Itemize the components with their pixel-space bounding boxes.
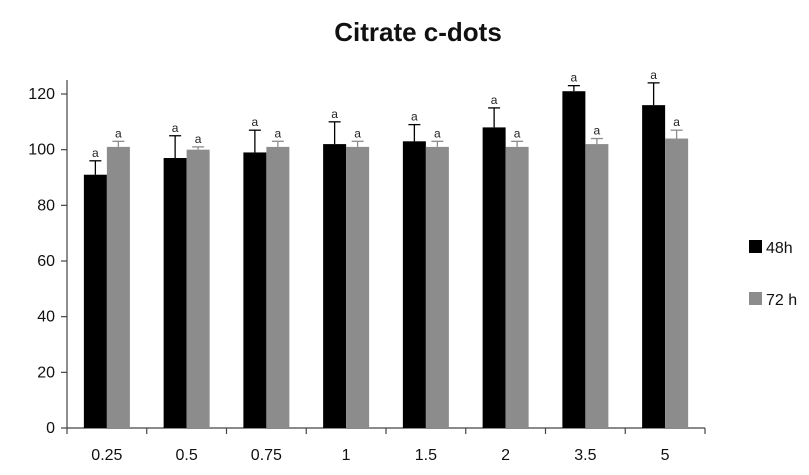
legend: 48h 72 h bbox=[749, 240, 797, 309]
bars: a a a a a a a a a a a a a a a a bbox=[83, 68, 689, 429]
significance-label: a bbox=[491, 93, 498, 107]
significance-label: a bbox=[673, 115, 680, 129]
bar bbox=[562, 91, 586, 428]
x-tick-label: 0.25 bbox=[91, 447, 122, 464]
bar bbox=[585, 144, 609, 428]
x-tick-label: 0.75 bbox=[251, 447, 282, 464]
significance-label: a bbox=[411, 110, 418, 124]
bar bbox=[243, 152, 267, 428]
bar bbox=[83, 174, 107, 428]
bar bbox=[482, 127, 506, 429]
x-tick-label: 5 bbox=[661, 447, 670, 464]
bar bbox=[323, 144, 347, 428]
x-tick-label: 0.5 bbox=[176, 447, 198, 464]
axes: 0 20 40 60 80 100 120 0.25 0.5 0.75 1 1.5 2 3.5 5 bbox=[28, 80, 706, 464]
bar bbox=[402, 141, 426, 429]
y-tick-label: 40 bbox=[37, 309, 55, 326]
bar bbox=[425, 146, 449, 428]
bar bbox=[106, 146, 130, 428]
y-tick-label: 120 bbox=[28, 86, 55, 103]
y-tick-label: 100 bbox=[28, 142, 55, 159]
significance-label: a bbox=[92, 146, 99, 160]
significance-label: a bbox=[331, 107, 338, 121]
bar bbox=[505, 146, 529, 428]
significance-label: a bbox=[115, 126, 122, 140]
significance-label: a bbox=[252, 115, 259, 129]
x-tick-label: 3.5 bbox=[574, 447, 596, 464]
chart-title: Citrate c-dots bbox=[334, 17, 502, 47]
legend-swatch bbox=[749, 240, 762, 253]
legend-label: 72 h bbox=[766, 292, 797, 309]
significance-label: a bbox=[354, 126, 361, 140]
significance-label: a bbox=[195, 132, 202, 146]
bar bbox=[186, 149, 210, 428]
x-tick-label: 1 bbox=[342, 447, 351, 464]
x-tick-label: 1.5 bbox=[415, 447, 437, 464]
bar bbox=[642, 105, 666, 428]
y-tick-label: 20 bbox=[37, 364, 55, 381]
y-tick-label: 60 bbox=[37, 253, 55, 270]
significance-label: a bbox=[650, 68, 657, 82]
x-tick-label: 2 bbox=[501, 447, 510, 464]
legend-swatch bbox=[749, 292, 762, 305]
bar bbox=[163, 158, 187, 428]
significance-label: a bbox=[434, 126, 441, 140]
significance-label: a bbox=[172, 121, 179, 135]
legend-label: 48h bbox=[766, 240, 793, 257]
significance-label: a bbox=[594, 124, 601, 138]
significance-label: a bbox=[514, 126, 521, 140]
significance-label: a bbox=[275, 126, 282, 140]
y-tick-label: 80 bbox=[37, 197, 55, 214]
significance-label: a bbox=[571, 71, 578, 85]
bar bbox=[266, 146, 290, 428]
bar bbox=[346, 146, 370, 428]
y-tick-label: 0 bbox=[46, 420, 55, 437]
bar bbox=[665, 138, 689, 429]
